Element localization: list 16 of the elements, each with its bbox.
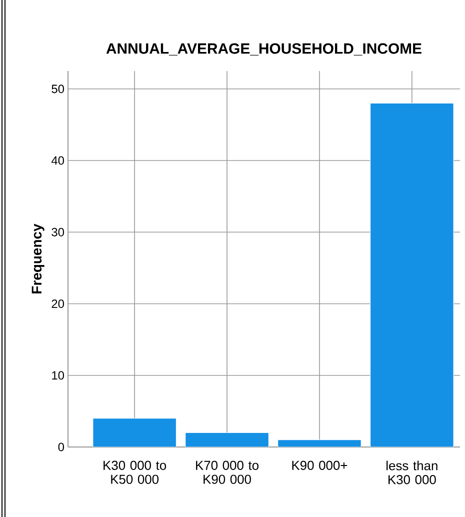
y-axis-title: Frequency [32, 224, 44, 294]
y-tick-label: 30 [52, 228, 64, 236]
y-tick-label: 20 [52, 300, 64, 308]
chart-title: ANNUAL_AVERAGE_HOUSEHOLD_INCOME [106, 43, 422, 56]
y-tick-label: 0 [58, 442, 64, 452]
x-tick-label: K30 000 to K50 000 [104, 460, 166, 484]
bar [185, 432, 269, 447]
bar [92, 418, 176, 447]
x-tick-label: K70 000 to K90 000 [196, 460, 259, 484]
x-tick-label: less than K30 000 [386, 460, 438, 484]
y-tick-label: 10 [52, 371, 64, 380]
bar [278, 440, 362, 447]
y-tick-label: 50 [52, 84, 64, 94]
y-tick-label: 40 [51, 156, 64, 165]
x-tick-label: K90 000+ [292, 460, 348, 470]
bar [370, 102, 454, 447]
